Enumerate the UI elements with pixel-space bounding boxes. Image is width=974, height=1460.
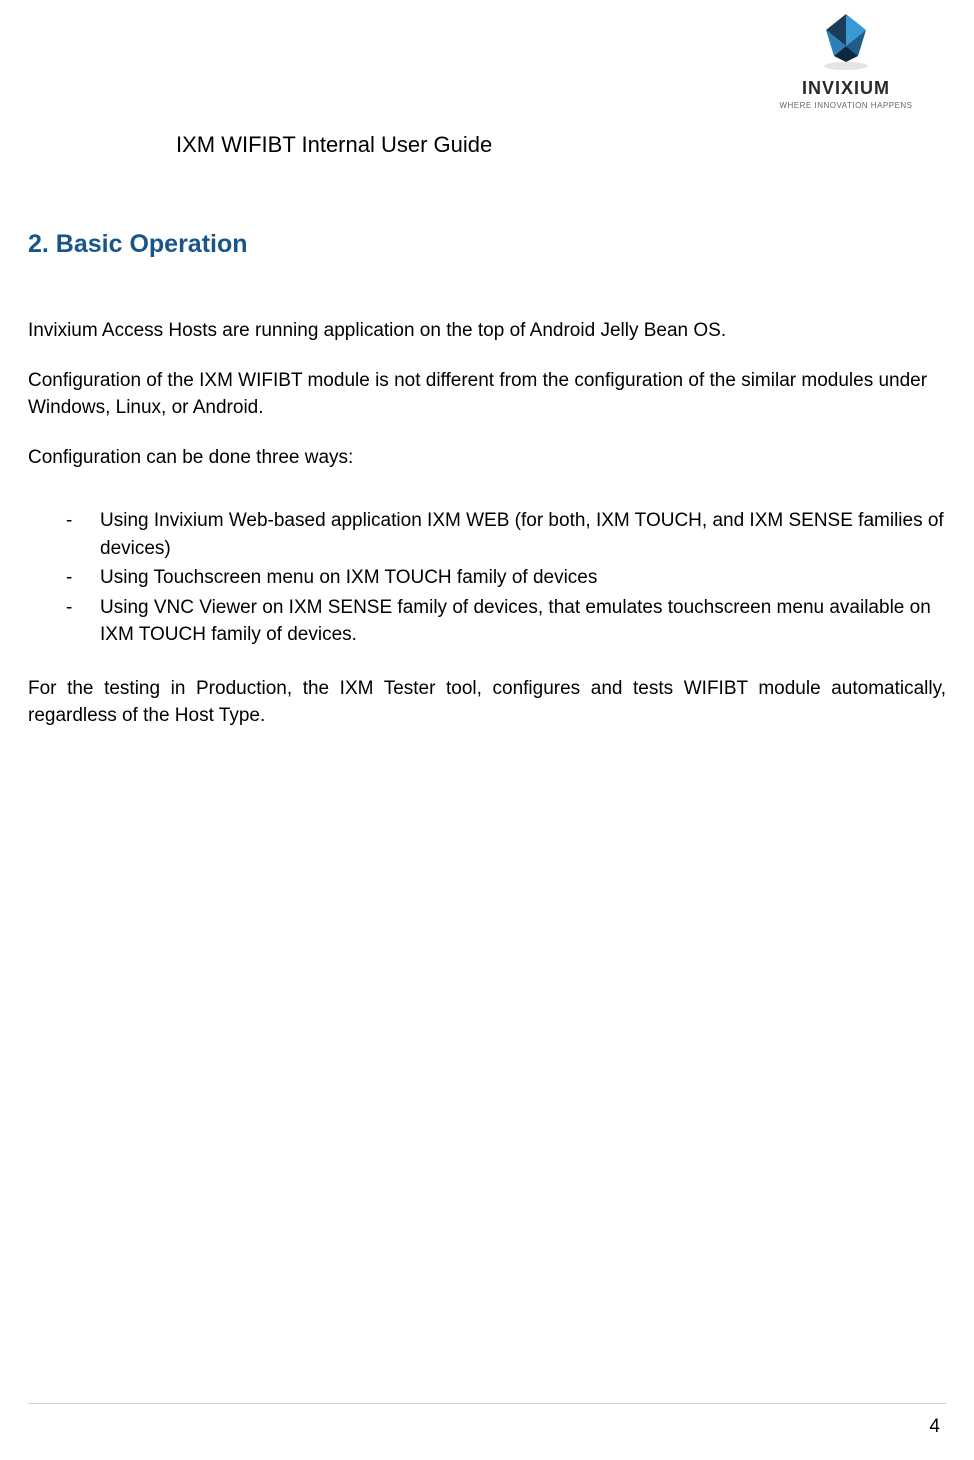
section-heading: 2. Basic Operation	[28, 230, 946, 259]
document-title: IXM WIFIBT Internal User Guide	[176, 132, 492, 158]
list-item: - Using Invixium Web-based application I…	[66, 507, 946, 562]
bullet-list: - Using Invixium Web-based application I…	[28, 507, 946, 649]
list-item: - Using VNC Viewer on IXM SENSE family o…	[66, 594, 946, 649]
footer-divider	[28, 1403, 946, 1404]
brand-logo: INVIXIUM WHERE INNOVATION HAPPENS	[766, 8, 926, 110]
dash-icon: -	[66, 507, 100, 562]
content-area: 2. Basic Operation Invixium Access Hosts…	[28, 170, 946, 730]
paragraph-4: For the testing in Production, the IXM T…	[28, 675, 946, 730]
dash-icon: -	[66, 564, 100, 592]
page-number: 4	[28, 1416, 946, 1438]
list-item-text: Using Touchscreen menu on IXM TOUCH fami…	[100, 564, 946, 592]
paragraph-2: Configuration of the IXM WIFIBT module i…	[28, 367, 946, 422]
dash-icon: -	[66, 594, 100, 649]
paragraph-1: Invixium Access Hosts are running applic…	[28, 317, 946, 345]
logo-icon	[814, 8, 878, 72]
paragraph-3: Configuration can be done three ways:	[28, 444, 946, 472]
logo-brand-text: INVIXIUM	[766, 78, 926, 99]
page-footer: 4	[28, 1403, 946, 1438]
page-container: IXM WIFIBT Internal User Guide INVIXIUM …	[0, 0, 974, 1460]
logo-tagline: WHERE INNOVATION HAPPENS	[766, 101, 926, 110]
list-item-text: Using VNC Viewer on IXM SENSE family of …	[100, 594, 946, 649]
page-header: IXM WIFIBT Internal User Guide INVIXIUM …	[28, 0, 946, 170]
list-item: - Using Touchscreen menu on IXM TOUCH fa…	[66, 564, 946, 592]
list-item-text: Using Invixium Web-based application IXM…	[100, 507, 946, 562]
